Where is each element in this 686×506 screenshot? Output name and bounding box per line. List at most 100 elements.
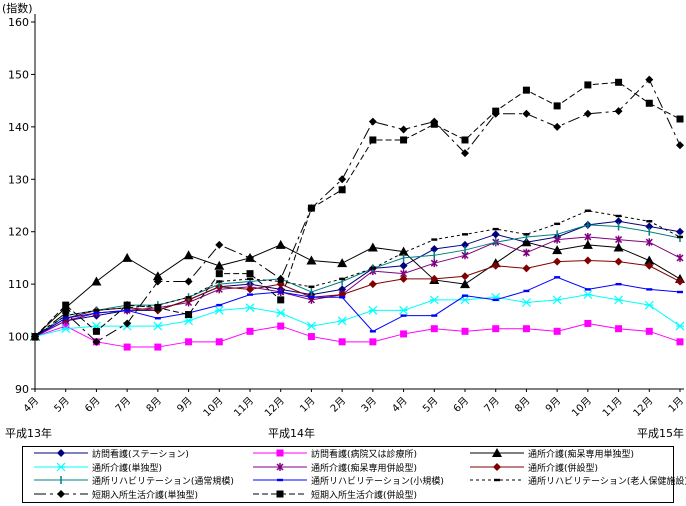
square-marker <box>307 204 315 212</box>
dash-marker <box>492 298 499 302</box>
square-marker <box>676 115 684 123</box>
dash-marker <box>216 303 223 307</box>
x-marker <box>307 321 316 331</box>
dash-marker <box>615 214 622 218</box>
dash-marker <box>277 478 283 482</box>
x-tick-label: 11月 <box>232 395 257 420</box>
y-tick-label: 140 <box>8 121 29 134</box>
dash-marker <box>339 296 346 299</box>
x-marker <box>399 305 408 315</box>
dash-marker <box>646 220 653 223</box>
x-marker <box>522 298 531 307</box>
series-line <box>34 260 681 338</box>
diamond-marker <box>246 253 254 262</box>
x-marker <box>644 300 654 310</box>
square-marker <box>307 333 315 341</box>
year-label: 平成14年 <box>268 426 315 440</box>
x-tick-label: 2月 <box>328 395 348 415</box>
dash-marker <box>369 267 376 270</box>
diamond-marker <box>583 256 592 265</box>
square-marker <box>123 301 131 309</box>
square-marker <box>215 338 223 346</box>
x-tick-label: 8月 <box>512 395 532 415</box>
series-11 <box>31 78 684 341</box>
star-marker <box>276 463 284 471</box>
series-7 <box>34 220 681 341</box>
square-marker <box>123 343 131 351</box>
dash-marker <box>584 288 591 291</box>
dash-marker <box>523 233 530 236</box>
square-marker <box>553 102 561 110</box>
x-marker <box>675 321 685 331</box>
x-tick-label: 1月 <box>666 395 686 415</box>
diamond-marker <box>614 217 623 226</box>
x-tick-label: 5月 <box>52 395 72 415</box>
diamond-marker <box>491 230 500 239</box>
dash-marker <box>185 296 192 299</box>
triangle-marker <box>613 242 624 252</box>
dash-marker <box>494 478 500 482</box>
square-marker <box>615 78 623 86</box>
dash-marker <box>584 209 591 212</box>
y-tick-label: 120 <box>8 226 29 239</box>
diamond-marker <box>645 222 654 231</box>
diamond-marker <box>123 319 132 328</box>
square-marker <box>430 325 438 333</box>
square-marker <box>522 86 530 94</box>
diamond-marker <box>645 261 654 270</box>
x-marker <box>214 305 224 315</box>
diamond-marker <box>399 261 408 270</box>
diamond-marker <box>153 277 162 286</box>
square-marker <box>154 304 162 312</box>
x-tick-label: 3月 <box>359 395 379 415</box>
triangle-marker <box>367 242 378 252</box>
dash-marker <box>216 280 223 283</box>
diamond-marker <box>583 109 592 118</box>
series-line <box>34 241 681 337</box>
x-tick-label: 9月 <box>543 395 563 415</box>
triangle-marker <box>521 237 532 247</box>
series-line <box>34 224 681 337</box>
diamond-marker <box>368 117 377 126</box>
series-line <box>34 322 681 348</box>
square-marker <box>645 327 653 335</box>
triangle-marker <box>337 258 348 268</box>
square-marker <box>400 136 408 144</box>
series-line <box>34 236 681 338</box>
x-tick-label: 1月 <box>297 395 317 415</box>
dash-marker <box>247 277 253 281</box>
dash-marker <box>677 235 683 239</box>
square-marker <box>338 186 346 194</box>
y-tick-label: 100 <box>8 331 29 344</box>
series-9 <box>32 209 683 338</box>
dash-marker <box>124 309 131 312</box>
y-tick-label: 150 <box>8 68 29 81</box>
x-tick-label: 12月 <box>262 395 287 420</box>
legend-box <box>22 446 674 503</box>
diamond-marker <box>553 257 562 266</box>
dash-marker <box>400 314 407 317</box>
diamond-marker <box>61 308 70 317</box>
diamond-marker <box>461 149 469 158</box>
x-marker <box>276 308 286 318</box>
legend: 訪問看護(ステーション) 訪問看護(病院又は診療所) 通所介護(痴呆専用単独型) 通所… <box>22 446 686 503</box>
diamond-marker <box>399 274 408 283</box>
square-marker <box>615 325 623 333</box>
x-tick-label: 4月 <box>390 395 410 415</box>
triangle-marker <box>152 271 163 281</box>
y-tick-label: 130 <box>8 173 29 186</box>
diamond-marker <box>246 285 254 294</box>
square-marker <box>277 322 285 330</box>
dash-marker <box>308 285 315 288</box>
diamond-marker <box>399 125 408 134</box>
square-marker <box>584 81 592 89</box>
square-marker <box>62 301 70 309</box>
x-tick-label: 10月 <box>569 395 594 420</box>
legend-label: 通所介護(痴呆専用併設型) <box>311 462 417 474</box>
diamond-marker <box>461 240 469 249</box>
diamond-marker <box>57 449 65 457</box>
axes: (指数) 90 100 110 120 130 140 150 160 4月 5月 6月 7月 8月 9月 1… <box>2 1 686 440</box>
dash-marker <box>462 233 468 236</box>
triangle-marker <box>214 260 225 270</box>
